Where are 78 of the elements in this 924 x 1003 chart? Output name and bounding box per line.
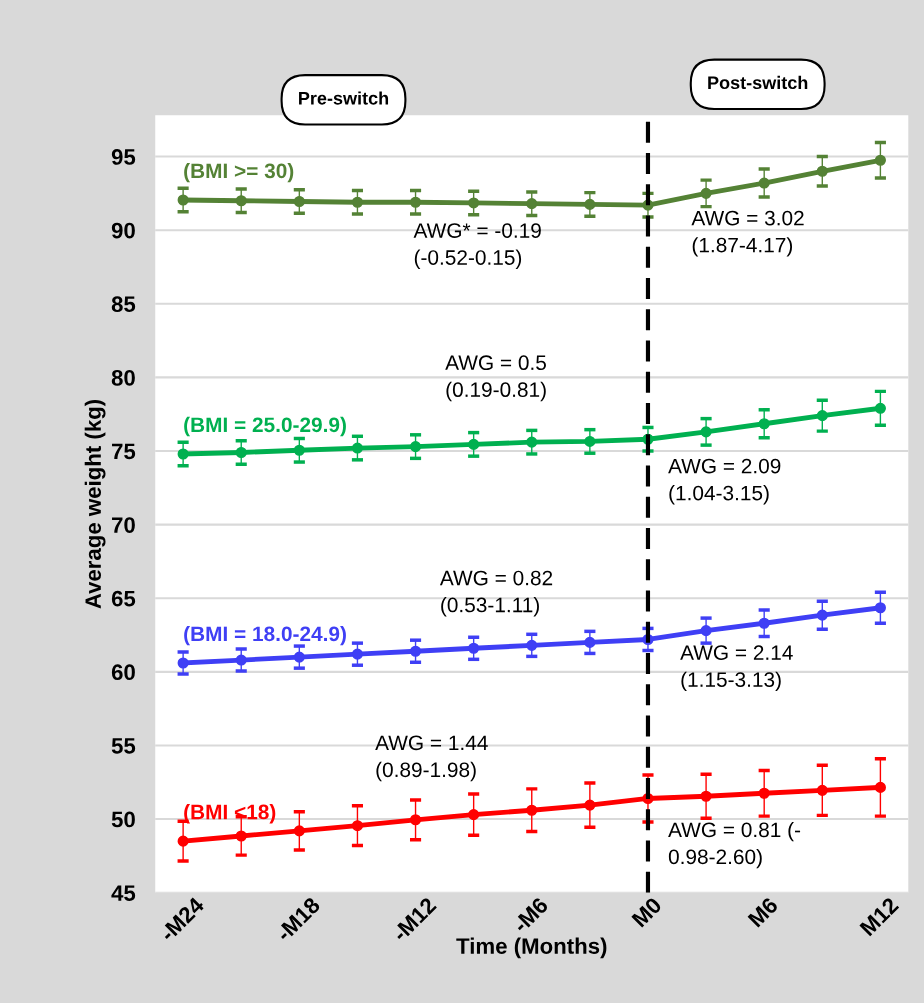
point: [584, 636, 596, 648]
annotation: AWG = 0.82 (0.53-1.11): [439, 570, 553, 617]
x-tick-label: M6: [747, 896, 779, 928]
y-tick-label: 75: [112, 443, 136, 460]
point: [177, 194, 189, 206]
text: Pre-switch: [299, 91, 389, 105]
point: [700, 426, 712, 438]
point: [526, 639, 538, 651]
point: [584, 799, 596, 811]
series-label: (BMI = 18.0-24.9): [184, 625, 346, 646]
y-tick-label: 85: [111, 296, 136, 313]
point: [409, 645, 422, 657]
point: [293, 651, 305, 663]
y-tick-label: 50: [111, 811, 135, 828]
annotation: AWG = 0.5 (0.19-0.81): [445, 355, 546, 402]
point: [816, 410, 828, 422]
point: [816, 165, 828, 177]
point: [351, 820, 363, 832]
point: [293, 444, 305, 456]
y-axis-title: Average weight (kg): [84, 399, 106, 609]
point: [758, 617, 770, 629]
point: [351, 442, 363, 454]
point: [468, 642, 480, 654]
y-tick-label: 65: [111, 590, 136, 607]
annotation: AWG = 1.44 (0.89-1.98): [375, 735, 488, 782]
point: [177, 657, 189, 669]
point: [235, 446, 247, 459]
y-tick-label: 90: [111, 222, 135, 239]
point: [468, 809, 480, 821]
point: [468, 438, 480, 450]
point: [584, 198, 596, 210]
point: [758, 418, 770, 430]
point: [293, 825, 305, 837]
point: [351, 648, 363, 660]
point: [526, 804, 538, 816]
annotation: AWG = 2.14 (1.15-3.13): [680, 645, 793, 692]
y-tick-label: 80: [111, 369, 135, 386]
annotation: AWG* = -0.19 (-0.52-0.15): [413, 223, 541, 269]
series-label: (BMI >= 30): [184, 162, 294, 183]
point: [177, 835, 189, 847]
point: [235, 195, 247, 207]
point: [874, 781, 886, 793]
point: [816, 609, 828, 621]
y-tick-label: 60: [111, 664, 135, 681]
point: [235, 654, 247, 666]
y-tick-label: 55: [111, 738, 136, 754]
y-tick-label: 70: [112, 517, 135, 533]
point: [816, 784, 828, 796]
point: [351, 196, 363, 208]
x-axis-title: Time (Months): [456, 937, 607, 959]
point: [758, 177, 770, 189]
point: [700, 790, 712, 802]
annotation: AWG = 2.09 (1.04-3.15): [668, 458, 781, 505]
point: [526, 198, 538, 210]
point: [409, 441, 422, 453]
y-tick-label: 95: [111, 149, 136, 165]
point: [874, 154, 886, 166]
point: [700, 187, 712, 199]
point: [409, 814, 422, 826]
point: [700, 625, 712, 637]
y-tick-label: 45: [111, 885, 136, 901]
point: [758, 787, 770, 799]
series-label: (BMI <18): [184, 804, 276, 824]
point: [293, 195, 305, 208]
point: [584, 435, 596, 447]
annotation: AWG = 0.81 (- 0.98-2.60): [668, 821, 801, 869]
point: [874, 402, 886, 414]
point: [177, 448, 189, 460]
point: [409, 196, 422, 208]
text: Post-switch: [708, 75, 808, 90]
x-tick-label: -M6: [511, 896, 549, 934]
point: [874, 602, 886, 614]
series-label: (BMI = 25.0-29.9): [184, 416, 346, 437]
annotation: AWG = 3.02 (1.87-4.17): [691, 210, 804, 257]
x-tick-label: M0: [631, 896, 663, 928]
point: [526, 436, 538, 448]
point: [235, 830, 247, 842]
point: [468, 197, 480, 209]
